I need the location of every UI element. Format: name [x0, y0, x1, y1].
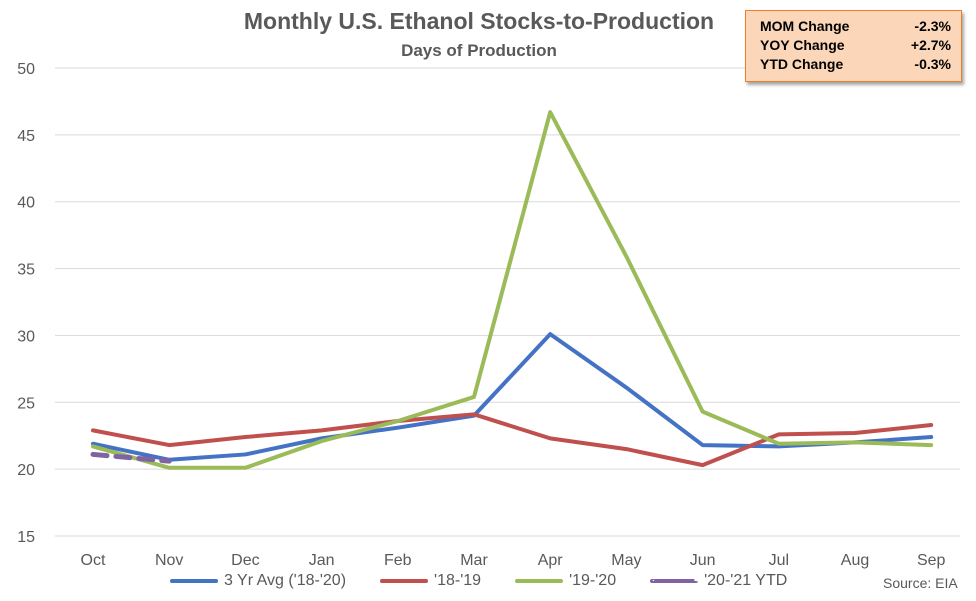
y-tick-label: 15 — [17, 529, 35, 546]
legend-label: '20-'21 YTD — [704, 572, 788, 589]
y-tick-label: 25 — [17, 395, 35, 412]
y-axis-ticks: 15 20 25 30 35 40 45 50 — [17, 61, 35, 546]
series-line-0 — [91, 332, 934, 462]
legend-item-18-19: '18-'19 — [380, 572, 481, 590]
chart-legend: 3 Yr Avg ('18-'20) '18-'19 '19-'20 '20-'… — [170, 572, 821, 590]
stat-label: YTD Change — [760, 56, 844, 72]
chart-title: Monthly U.S. Ethanol Stocks-to-Productio… — [243, 8, 715, 34]
series-line-1 — [91, 412, 934, 468]
legend-label: 3 Yr Avg ('18-'20) — [224, 572, 347, 589]
y-tick-label: 50 — [17, 61, 35, 78]
y-tick-label: 45 — [17, 128, 35, 145]
source-note: Source: EIA — [883, 575, 958, 591]
stat-value: +2.7% — [910, 37, 951, 53]
legend-item-3yr-avg: 3 Yr Avg ('18-'20) — [170, 572, 346, 590]
y-tick-label: 40 — [17, 195, 35, 212]
legend-swatch — [380, 579, 429, 583]
y-tick-label: 20 — [17, 462, 35, 479]
legend-swatch — [515, 579, 564, 583]
y-tick-label: 30 — [17, 328, 35, 345]
legend-item-19-20: '19-'20 — [515, 572, 616, 590]
x-tick-label: Feb — [384, 552, 412, 569]
change-stats-box: MOM Change -2.3% YOY Change +2.7% YTD Ch… — [745, 10, 962, 82]
stat-label: YOY Change — [760, 37, 845, 53]
series-lines — [90, 110, 934, 470]
series-line-2 — [91, 110, 934, 470]
stat-row-mom: MOM Change -2.3% — [760, 17, 951, 36]
x-tick-label: Jan — [309, 552, 335, 569]
legend-swatch — [170, 579, 218, 583]
x-tick-label: Jul — [769, 552, 789, 569]
stat-row-ytd: YTD Change -0.3% — [760, 55, 951, 74]
stat-value: -2.3% — [914, 18, 951, 34]
stat-row-yoy: YOY Change +2.7% — [760, 36, 951, 55]
gridlines — [55, 67, 960, 537]
x-tick-label: Jun — [690, 552, 716, 569]
legend-label: '18-'19 — [434, 572, 482, 589]
legend-item-20-21-ytd: '20-'21 YTD — [650, 572, 787, 590]
stat-value: -0.3% — [914, 56, 951, 72]
x-tick-label: May — [611, 552, 641, 569]
x-tick-label: Apr — [538, 552, 564, 569]
stat-label: MOM Change — [760, 18, 850, 34]
x-tick-label: Dec — [231, 552, 259, 569]
x-tick-label: Oct — [81, 552, 106, 569]
legend-swatch — [650, 579, 699, 583]
series-line-3 — [90, 451, 172, 464]
x-tick-label: Sep — [917, 552, 946, 569]
x-tick-label: Mar — [460, 552, 488, 569]
chart-subtitle: Days of Production — [401, 41, 557, 60]
x-tick-label: Aug — [841, 552, 869, 569]
legend-label: '19-'20 — [569, 572, 617, 589]
x-tick-label: Nov — [155, 552, 183, 569]
x-axis-ticks: Oct Nov Dec Jan Feb Mar Apr May Jun Jul Aug Sep — [81, 552, 946, 569]
y-tick-label: 35 — [17, 262, 35, 279]
